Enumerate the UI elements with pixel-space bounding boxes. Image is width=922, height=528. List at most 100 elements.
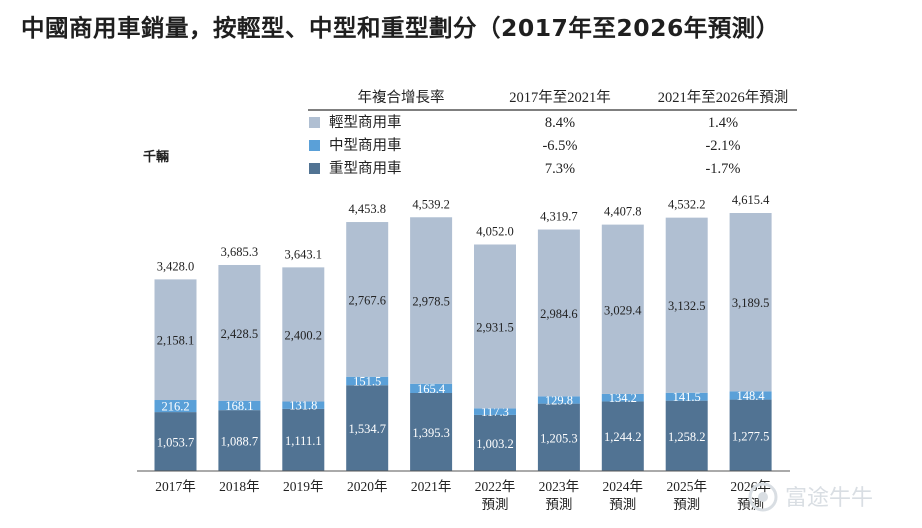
bar-light-9 — [729, 213, 772, 392]
futu-logo-icon — [748, 482, 778, 512]
watermark: 富途牛牛 — [748, 482, 873, 512]
total-label-2: 3,643.1 — [285, 247, 323, 261]
data-label-medium-3: 151.5 — [353, 374, 381, 388]
cagr-medium-2021-2026: -2.1% — [705, 138, 740, 154]
data-label-medium-0: 216.2 — [161, 400, 189, 414]
bar-light-7 — [601, 224, 644, 394]
data-label-heavy-2: 1,111.1 — [285, 434, 322, 448]
bar-light-2 — [282, 267, 325, 402]
x-tick-label-2: 2019年 — [283, 479, 324, 494]
bar-heavy-0 — [154, 412, 197, 471]
total-label-7: 4,407.8 — [604, 205, 642, 219]
total-label-9: 4,615.4 — [732, 193, 770, 207]
table-header-2021-2026: 2021年至2026年預測 — [658, 89, 789, 106]
total-label-1: 3,685.3 — [221, 245, 259, 259]
bar-heavy-6 — [537, 403, 580, 471]
table-header-cagr: 年複合增長率 — [358, 89, 445, 106]
legend-label-heavy: 重型商用車 — [329, 160, 402, 177]
data-label-medium-7: 134.2 — [609, 391, 637, 405]
growth-rate-table: 年複合增長率 2017年至2021年 2021年至2026年預測 輕型商用車 8… — [308, 89, 797, 177]
data-label-medium-5: 117.3 — [481, 405, 509, 419]
bar-medium-7 — [601, 393, 644, 402]
data-label-heavy-3: 1,534.7 — [348, 422, 386, 436]
data-label-light-0: 2,158.1 — [157, 334, 195, 348]
data-label-medium-4: 165.4 — [417, 382, 446, 396]
legend-swatch-medium — [309, 140, 320, 151]
bar-light-1 — [218, 264, 261, 401]
bar-medium-2 — [282, 401, 325, 409]
bar-heavy-4 — [410, 393, 453, 471]
total-label-4: 4,539.2 — [412, 197, 450, 211]
bar-light-0 — [154, 279, 197, 401]
data-label-medium-2: 131.8 — [289, 399, 317, 413]
legend-swatch-light — [309, 117, 320, 128]
total-label-5: 4,052.0 — [476, 224, 514, 238]
data-label-heavy-8: 1,258.2 — [668, 430, 706, 444]
bar-heavy-1 — [218, 410, 261, 471]
data-label-heavy-1: 1,088.7 — [221, 435, 259, 449]
cagr-medium-2017-2021: -6.5% — [542, 138, 577, 154]
data-label-heavy-7: 1,244.2 — [604, 430, 642, 444]
data-label-light-2: 2,400.2 — [285, 328, 323, 342]
data-label-medium-6: 129.8 — [545, 393, 573, 407]
table-header-2017-2021: 2017年至2021年 — [509, 89, 611, 106]
bar-light-8 — [665, 217, 708, 393]
bar-group: 1,053.7 216.2 2,158.1 3,428.0 1,088.7 168.1 2,… — [154, 193, 772, 471]
x-tick-label-8-line0: 2025年 — [666, 479, 707, 494]
data-label-heavy-4: 1,395.3 — [412, 426, 450, 440]
legend-label-medium: 中型商用車 — [329, 137, 402, 154]
bar-medium-9 — [729, 391, 772, 400]
bar-heavy-2 — [282, 408, 325, 471]
x-tick-label-5-line1: 預測 — [482, 497, 509, 512]
x-tick-label-6-line0: 2023年 — [539, 479, 580, 494]
data-label-light-1: 2,428.5 — [221, 327, 259, 341]
cagr-light-2021-2026: 1.4% — [708, 115, 738, 131]
bar-heavy-5 — [474, 414, 516, 471]
data-label-light-6: 2,984.6 — [540, 307, 578, 321]
bar-medium-0 — [154, 400, 197, 413]
bar-heavy-7 — [601, 401, 644, 471]
x-tick-label-4: 2021年 — [411, 479, 452, 494]
bar-light-5 — [474, 244, 516, 409]
cagr-light-2017-2021: 8.4% — [545, 115, 575, 131]
x-tick-label-7-line1: 預測 — [609, 497, 636, 512]
bar-heavy-8 — [665, 400, 708, 471]
x-tick-label-8-line1: 預測 — [673, 497, 700, 512]
data-label-heavy-0: 1,053.7 — [157, 436, 195, 450]
cagr-heavy-2021-2026: -1.7% — [705, 161, 740, 177]
x-tick-label-5-line0: 2022年 — [475, 479, 516, 494]
data-label-medium-9: 148.4 — [737, 389, 766, 403]
bar-heavy-9 — [729, 399, 772, 471]
bar-light-4 — [410, 217, 453, 384]
x-tick-label-1: 2018年 — [219, 479, 260, 494]
bar-heavy-3 — [346, 385, 389, 471]
bar-medium-1 — [218, 400, 261, 411]
data-label-medium-8: 141.5 — [673, 390, 701, 404]
bar-light-6 — [537, 229, 580, 397]
bar-medium-5 — [474, 408, 516, 415]
data-label-light-3: 2,767.6 — [348, 293, 386, 307]
total-label-6: 4,319.7 — [540, 210, 578, 224]
legend-swatch-heavy — [309, 163, 320, 174]
y-axis-unit-label: 千輛 — [143, 149, 169, 165]
data-label-light-4: 2,978.5 — [412, 295, 450, 309]
total-label-8: 4,532.2 — [668, 198, 706, 212]
total-label-0: 3,428.0 — [157, 259, 195, 273]
total-label-3: 4,453.8 — [348, 202, 386, 216]
x-tick-label-0: 2017年 — [155, 479, 196, 494]
x-tick-label-6-line1: 預測 — [545, 497, 572, 512]
bar-light-3 — [346, 222, 389, 377]
bar-medium-4 — [410, 383, 453, 394]
chart-title: 中國商用車銷量，按輕型、中型和重型劃分（2017年至2026年預測） — [21, 14, 780, 42]
watermark-text: 富途牛牛 — [785, 486, 873, 511]
x-tick-label-7-line0: 2024年 — [603, 479, 644, 494]
data-label-medium-1: 168.1 — [225, 399, 253, 413]
data-label-heavy-9: 1,277.5 — [732, 429, 770, 443]
cagr-heavy-2017-2021: 7.3% — [545, 161, 575, 177]
data-label-light-5: 2,931.5 — [476, 320, 514, 334]
data-label-heavy-5: 1,003.2 — [476, 437, 514, 451]
data-label-light-8: 3,132.5 — [668, 299, 706, 313]
data-label-light-7: 3,029.4 — [604, 303, 642, 317]
